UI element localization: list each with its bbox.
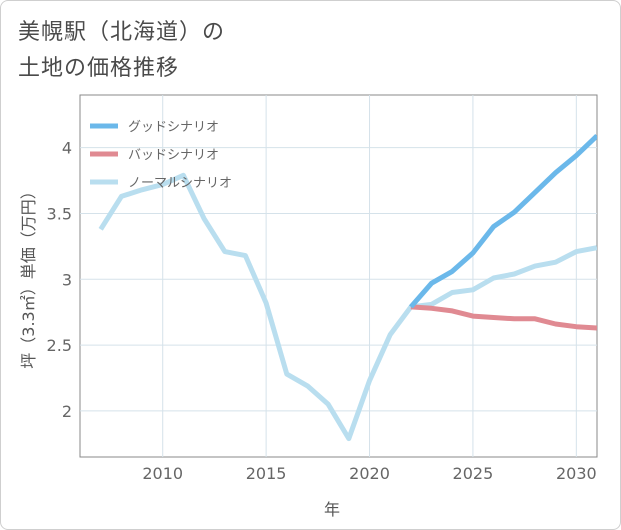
y-axis-title: 坪（3.3㎡）単価（万円） bbox=[19, 183, 38, 368]
legend-label: バッドシナリオ bbox=[128, 148, 219, 163]
legend-label: ノーマルシナリオ bbox=[128, 176, 232, 191]
y-tick-label: 2.5 bbox=[47, 336, 72, 355]
x-tick-label: 2010 bbox=[142, 464, 183, 483]
y-tick-label: 2 bbox=[62, 402, 72, 421]
series-line-0 bbox=[409, 133, 597, 309]
y-tick-label: 4 bbox=[62, 139, 72, 158]
chart-title: 美幌駅（北海道）の 土地の価格推移 bbox=[18, 15, 225, 87]
x-axis-ticks: 2010 2015 2020 2025 2030 bbox=[142, 464, 596, 483]
chart-title-line1: 美幌駅（北海道）の bbox=[18, 20, 226, 45]
y-axis-ticks: 2 2.5 3 3.5 4 bbox=[47, 139, 72, 421]
series-line-2 bbox=[98, 172, 597, 442]
series-layer bbox=[98, 133, 597, 442]
x-axis-title: 年 bbox=[324, 500, 340, 519]
y-tick-label: 3.5 bbox=[47, 204, 72, 223]
series-line-1 bbox=[410, 304, 597, 331]
x-tick-label: 2020 bbox=[349, 464, 390, 483]
x-tick-label: 2025 bbox=[453, 464, 494, 483]
x-tick-label: 2030 bbox=[556, 464, 597, 483]
chart-title-line2: 土地の価格推移 bbox=[18, 56, 180, 81]
y-tick-label: 3 bbox=[62, 270, 72, 289]
x-tick-label: 2015 bbox=[246, 464, 287, 483]
legend-label: グッドシナリオ bbox=[128, 120, 219, 135]
grid bbox=[80, 95, 597, 457]
